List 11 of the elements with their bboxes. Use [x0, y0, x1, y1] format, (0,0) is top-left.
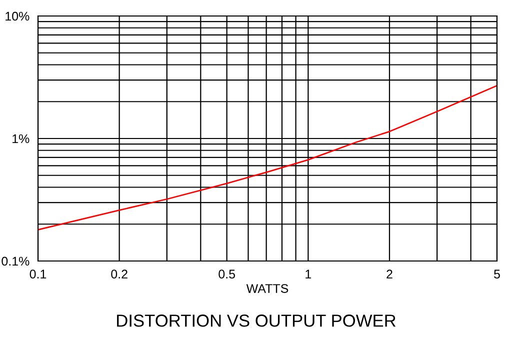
x-tick-label: 1: [306, 270, 312, 278]
y-tick-label: 0.1%: [2, 256, 30, 266]
x-tick-label: 0.1: [30, 270, 46, 279]
y-tick-label: 10%: [6, 12, 30, 21]
text: DISTORTION VS OUTPUT POWER: [117, 314, 396, 327]
x-tick-label: 5: [494, 270, 500, 279]
y-tick-label: 1%: [12, 134, 30, 144]
x-axis-title: WATTS: [246, 284, 288, 293]
x-tick-label: 0.5: [218, 270, 235, 279]
x-tick-label: 0.2: [111, 270, 128, 279]
x-tick-label: 2: [386, 270, 392, 278]
